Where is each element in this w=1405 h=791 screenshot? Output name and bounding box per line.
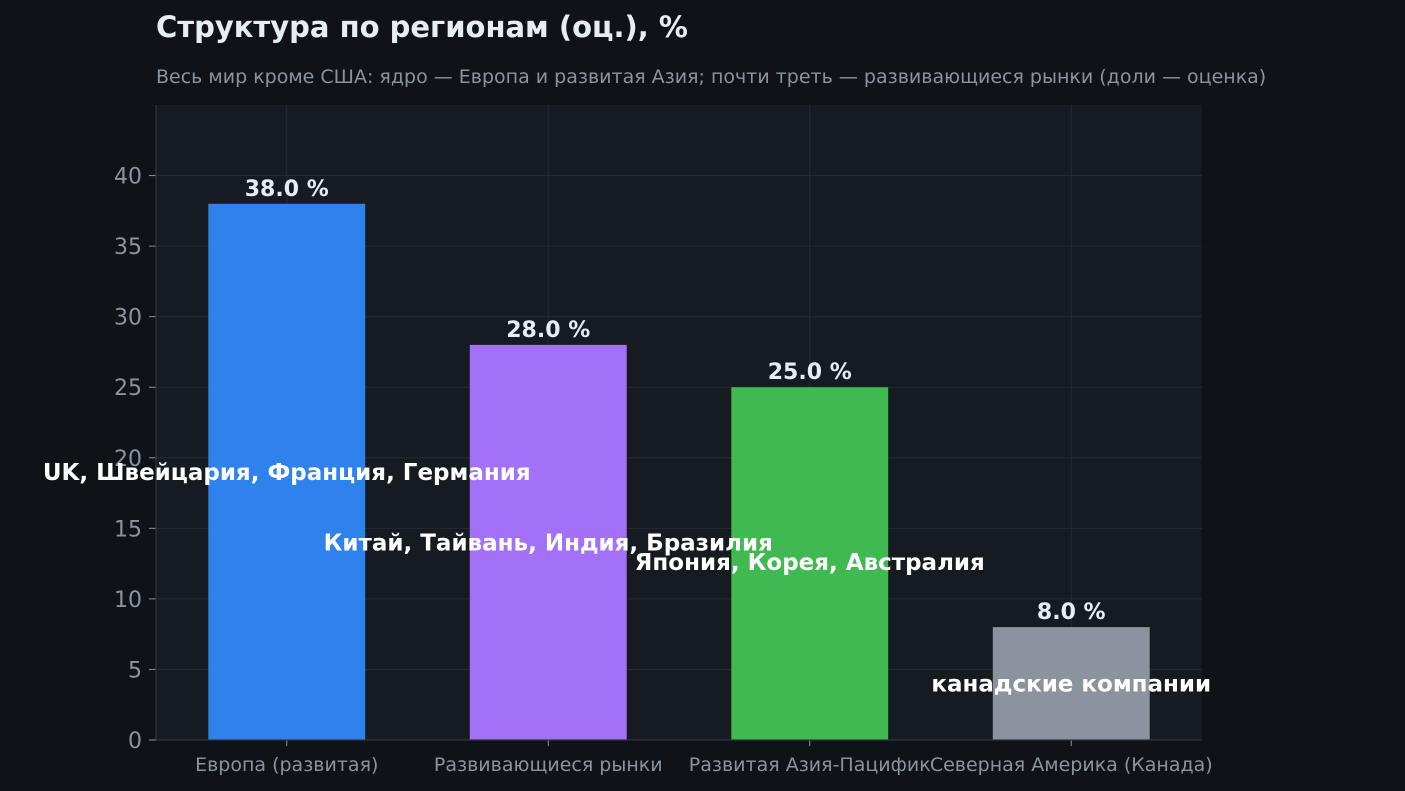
- x-tick-label: Северная Америка (Канада): [930, 754, 1213, 776]
- x-tick-label: Развитая Азия-Пацифик: [689, 754, 931, 776]
- y-tick-label: 30: [114, 306, 142, 331]
- y-tick-label: 35: [114, 235, 142, 260]
- y-tick-label: 0: [128, 729, 142, 754]
- bar: [208, 203, 366, 740]
- value-label: 38.0 %: [245, 177, 329, 202]
- value-label: 25.0 %: [768, 360, 852, 385]
- bar-annotation: Китай, Тайвань, Индия, Бразилия: [324, 530, 773, 556]
- y-tick-label: 15: [114, 517, 142, 542]
- bar: [469, 344, 627, 740]
- y-tick-label: 25: [114, 376, 142, 401]
- y-tick-label: 10: [114, 588, 142, 613]
- bars: [208, 203, 1150, 740]
- y-tick-label: 40: [114, 165, 142, 190]
- bar: [731, 387, 889, 740]
- x-axis-ticks: Европа (развитая) Развивающиеся рынки Разв…: [195, 740, 1213, 776]
- bar-annotation: UK, Швейцария, Франция, Германия: [43, 460, 531, 486]
- bar-annotation: канадские компании: [931, 672, 1211, 698]
- bar: [992, 627, 1150, 740]
- bar-annotation: Япония, Корея, Австралия: [635, 550, 985, 576]
- chart-title: Структура по регионам (оц.), %: [156, 10, 688, 44]
- y-axis-ticks: 0 5 10 15 20 25 30 35 40: [114, 165, 156, 754]
- y-tick-label: 20: [114, 447, 142, 472]
- x-tick-label: Развивающиеся рынки: [434, 754, 663, 776]
- bar-annotations: UK, Швейцария, Франция, Германия Китай, Т…: [43, 460, 1211, 698]
- value-label: 28.0 %: [506, 318, 590, 343]
- x-tick-label: Европа (развитая): [195, 754, 378, 776]
- chart-subtitle: Весь мир кроме США: ядро — Европа и разв…: [156, 66, 1267, 88]
- value-label: 8.0 %: [1037, 600, 1106, 625]
- y-tick-label: 5: [128, 658, 142, 683]
- value-labels: 38.0 % 28.0 % 25.0 % 8.0 %: [245, 177, 1106, 625]
